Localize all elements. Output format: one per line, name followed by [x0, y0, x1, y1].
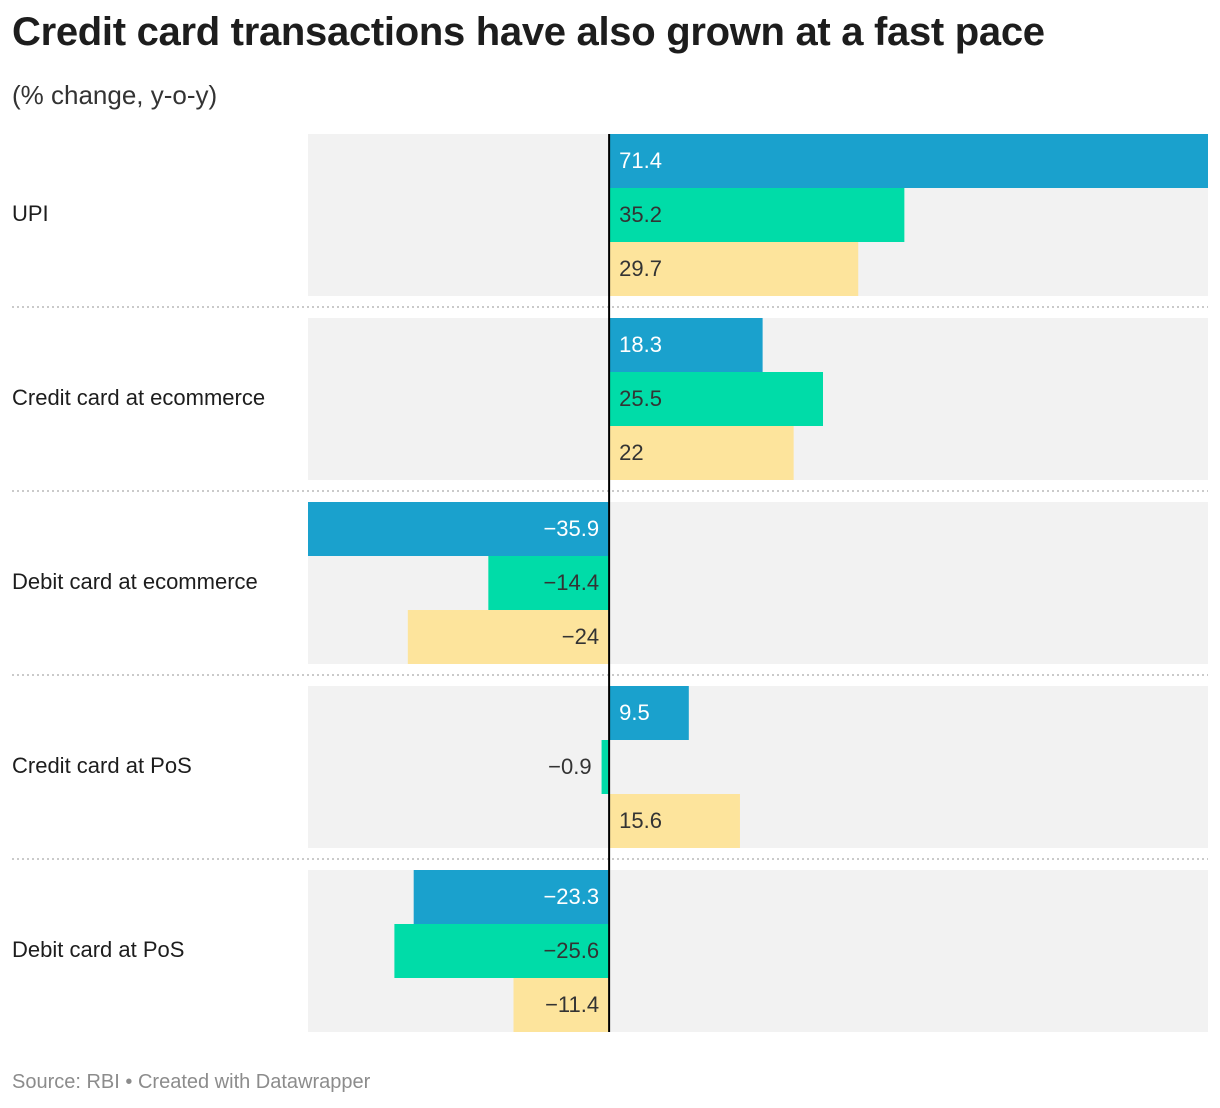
credit-note: Created with Datawrapper: [137, 1071, 371, 1093]
bar-g1-s1: [609, 372, 824, 426]
chart-subtitle: (% change, y-o-y): [12, 80, 218, 110]
footer-separator: •: [125, 1071, 133, 1093]
chart-footer: Source: RBI • Created with Datawrapper: [12, 1071, 370, 1094]
category-label-1: Credit card at ecommerce: [12, 385, 265, 410]
source-note: Source: RBI: [12, 1071, 120, 1093]
bar-g4-s0: [413, 870, 610, 924]
bar-g0-s2: [609, 242, 859, 296]
category-label-0: UPI: [12, 201, 49, 226]
value-label-g4-s1: −25.6: [543, 938, 599, 963]
value-label-g4-s2: −11.4: [545, 992, 599, 1017]
bar-g4-s1: [394, 924, 610, 978]
value-label-g1-s0: 18.3: [619, 332, 662, 357]
bar-g2-s1: [488, 556, 610, 610]
value-label-g4-s0: −23.3: [543, 884, 599, 909]
bar-g2-s2: [407, 610, 610, 664]
value-label-g1-s2: 22: [619, 440, 643, 465]
bar-g1-s2: [609, 426, 794, 480]
category-label-4: Debit card at PoS: [12, 937, 184, 962]
value-label-g0-s0: 71.4: [619, 148, 662, 173]
bar-g3-s2: [609, 794, 740, 848]
bar-g0-s1: [609, 188, 905, 242]
value-label-g0-s2: 29.7: [619, 256, 662, 281]
category-label-2: Debit card at ecommerce: [12, 569, 258, 594]
value-label-g1-s1: 25.5: [619, 386, 662, 411]
value-label-g3-s1: −0.9: [548, 754, 591, 779]
value-label-g2-s0: −35.9: [543, 516, 599, 541]
bar-g2-s0: [308, 502, 610, 556]
value-label-g3-s0: 9.5: [619, 700, 650, 725]
value-label-g3-s2: 15.6: [619, 808, 662, 833]
value-label-g0-s1: 35.2: [619, 202, 662, 227]
group-panel-3: [308, 686, 1208, 848]
bar-g3-s1: [601, 740, 610, 794]
value-label-g2-s2: −24: [562, 624, 599, 649]
bar-g3-s0: [609, 686, 689, 740]
bar-g1-s0: [609, 318, 763, 372]
category-label-3: Credit card at PoS: [12, 753, 192, 778]
chart-title: Credit card transactions have also grown…: [12, 10, 1045, 54]
bar-g4-s2: [513, 978, 610, 1032]
value-label-g2-s1: −14.4: [543, 570, 599, 595]
bar-g0-s0: [609, 134, 1208, 188]
